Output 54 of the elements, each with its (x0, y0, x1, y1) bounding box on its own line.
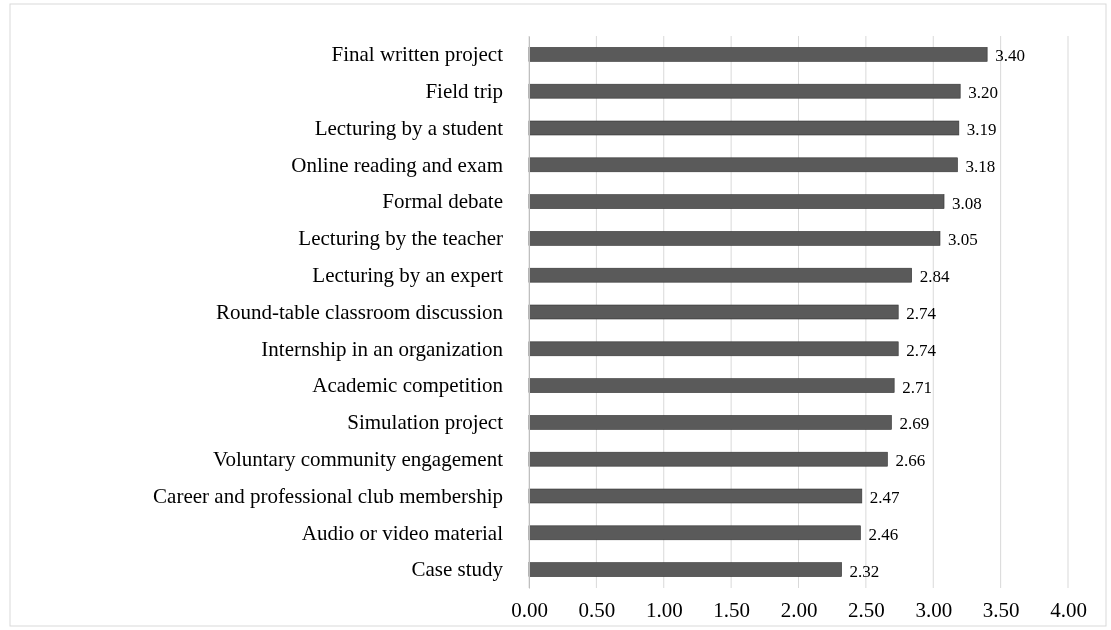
y-tick-label: Online reading and exam (291, 152, 503, 177)
bar (528, 231, 941, 246)
x-tick-label: 1.00 (645, 597, 683, 622)
x-tick-label: 3.00 (915, 597, 953, 622)
data-label: 2.74 (906, 340, 937, 360)
bar (528, 267, 912, 283)
y-tick-label: Academic competition (312, 373, 504, 398)
x-tick-label: 2.00 (780, 597, 818, 622)
y-tick-label: Lecturing by the teacher (298, 226, 503, 251)
data-label: 3.20 (968, 83, 998, 103)
data-label: 3.18 (965, 156, 996, 176)
y-tick-label: Final written project (331, 42, 504, 67)
x-tick-label: 3.50 (982, 597, 1020, 622)
bar (528, 47, 988, 62)
y-tick-label: Audio or video material (301, 520, 504, 545)
x-tick-label: 1.50 (713, 597, 750, 622)
bar (528, 83, 961, 99)
data-label: 2.66 (895, 451, 926, 471)
data-label: 3.08 (952, 193, 982, 213)
y-tick-label: Field trip (425, 78, 503, 103)
y-tick-label: Career and professional club membership (153, 483, 503, 508)
bar (528, 378, 895, 393)
data-label: 2.47 (869, 488, 901, 507)
data-label: 2.46 (868, 524, 899, 544)
data-label: 2.32 (849, 561, 880, 581)
bar (528, 415, 892, 430)
y-tick-label: Formal debate (382, 189, 503, 214)
data-label: 3.19 (966, 120, 997, 139)
y-tick-label: Lecturing by a student (314, 115, 504, 140)
y-tick-label: Voluntary community engagement (212, 446, 504, 471)
y-tick-label: Lecturing by an expert (312, 262, 504, 287)
bar (528, 304, 899, 320)
data-label: 2.71 (902, 377, 932, 397)
data-label: 2.69 (899, 414, 930, 434)
data-label: 2.74 (906, 304, 937, 323)
bar (528, 488, 863, 504)
x-tick-label: 2.50 (848, 597, 885, 622)
y-tick-label: Simulation project (347, 410, 504, 435)
bar (528, 525, 861, 541)
bar (528, 157, 958, 173)
bar (528, 194, 945, 209)
x-tick-label: 0.50 (578, 597, 616, 622)
bar (528, 451, 888, 467)
data-label: 3.40 (995, 46, 1025, 66)
bar (528, 120, 960, 136)
y-tick-label: Round-table classroom discussion (216, 299, 504, 324)
data-label: 2.84 (919, 267, 950, 287)
y-tick-label: Internship in an organization (261, 336, 504, 361)
bar (528, 341, 899, 357)
y-tick-label: Case study (411, 557, 504, 582)
x-tick-label: 4.00 (1050, 597, 1087, 622)
bar (528, 562, 842, 577)
x-tick-label: 0.00 (511, 597, 548, 622)
data-label: 3.05 (947, 230, 978, 250)
